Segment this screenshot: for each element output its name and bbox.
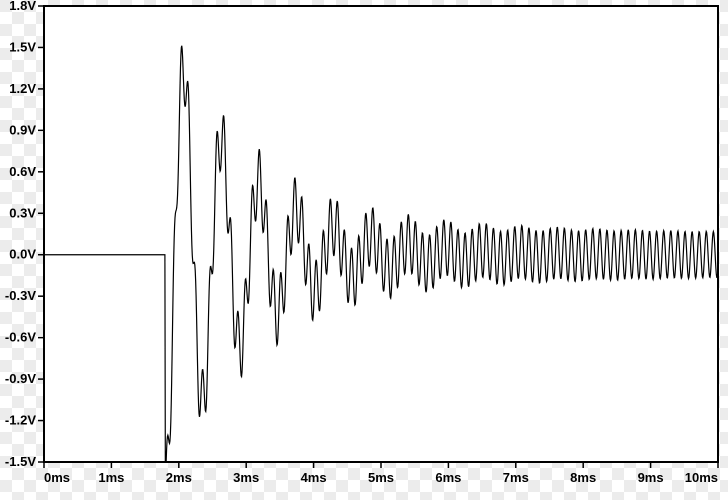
y-tick-label: -0.9V [5,371,36,386]
x-tick-label: 1ms [98,470,124,485]
x-tick-label: 5ms [368,470,394,485]
x-tick-label: 9ms [638,470,664,485]
x-tick-label: 4ms [301,470,327,485]
y-tick-label: 1.2V [9,81,36,96]
x-tick-label: 0ms [44,470,70,485]
y-tick-label: -1.5V [5,454,36,469]
y-tick-label: -0.6V [5,330,36,345]
x-tick-label: 3ms [233,470,259,485]
x-tick-label: 10ms [685,470,718,485]
y-tick-label: 0.6V [9,164,36,179]
y-tick-label: -0.3V [5,288,36,303]
x-tick-label: 6ms [435,470,461,485]
chart-container: { "chart": { "type": "line", "width": 72… [0,0,728,500]
oscilloscope-chart: -1.5V -1.2V -0.9V -0.6V -0.3V 0.0V 0.3V 0.6V 0.9… [0,0,728,500]
y-tick-label: 1.5V [9,39,36,54]
y-tick-label: -1.2V [5,413,36,428]
y-tick-label: 0.0V [9,247,36,262]
x-tick-label: 7ms [503,470,529,485]
x-tick-label: 2ms [166,470,192,485]
y-tick-label: 1.8V [9,0,36,13]
chart-svg: -1.5V -1.2V -0.9V -0.6V -0.3V 0.0V 0.3V 0.6V 0.9… [0,0,728,500]
y-tick-label: 0.3V [9,205,36,220]
y-tick-label: 0.9V [9,122,36,137]
x-tick-label: 8ms [570,470,596,485]
